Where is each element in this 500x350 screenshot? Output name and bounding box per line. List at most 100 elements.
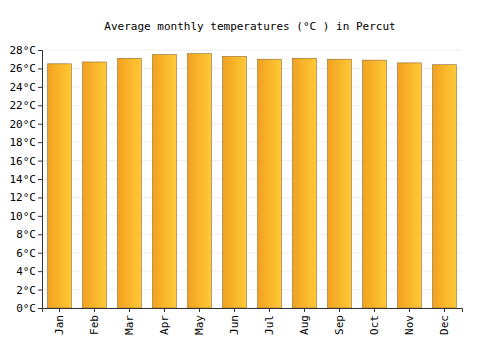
y-tick-label: 0°C: [16, 302, 36, 315]
x-tick-mark: [304, 308, 305, 312]
bar: [433, 65, 457, 308]
y-tick: 2°C: [16, 284, 42, 297]
x-tick-mark: [444, 308, 445, 312]
x-tick-mark: [339, 308, 340, 312]
y-tick-label: 20°C: [10, 118, 37, 131]
y-axis-line: [38, 51, 43, 309]
y-tick-label: 10°C: [10, 210, 37, 223]
y-tick-mark: [38, 271, 42, 272]
x-tick-mark: [129, 308, 130, 312]
y-tick-mark: [38, 197, 42, 198]
bar: [83, 62, 107, 308]
bar: [118, 58, 142, 308]
y-tick-mark: [38, 216, 42, 217]
plot: 0°C 2°C 4°C 6°C 8°C 10°C 12°C 14°C 16°C 18°C 20°C 2…: [10, 44, 463, 335]
y-tick-label: 2°C: [16, 284, 36, 297]
x-tick: Jul: [263, 308, 276, 335]
x-tick: Nov: [403, 308, 416, 335]
bar: [363, 60, 387, 308]
y-tick: 20°C: [10, 118, 43, 131]
bar: [153, 55, 177, 308]
y-tick: 28°C: [10, 44, 43, 57]
x-tick-label: Jul: [263, 315, 276, 335]
x-tick: Dec: [438, 308, 451, 335]
y-tick-mark: [38, 234, 42, 235]
y-tick-mark: [38, 142, 42, 143]
bar: [328, 59, 352, 308]
x-tick-label: Dec: [438, 315, 451, 335]
x-tick-label: Sep: [333, 315, 346, 335]
y-tick: 12°C: [10, 191, 43, 204]
y-tick-label: 26°C: [10, 62, 37, 75]
y-tick-mark: [38, 124, 42, 125]
x-tick-mark: [409, 308, 410, 312]
y-tick-mark: [38, 87, 42, 88]
y-tick-mark: [38, 290, 42, 291]
y-tick-label: 28°C: [10, 44, 37, 57]
y-tick-label: 8°C: [16, 228, 36, 241]
y-tick-mark: [38, 253, 42, 254]
x-tick-label: Oct: [368, 315, 381, 335]
x-tick-mark: [269, 308, 270, 312]
y-tick-label: 18°C: [10, 136, 37, 149]
chart: Average monthly temperatures (°C ) in Pe…: [0, 0, 500, 350]
x-tick-label: Jan: [53, 315, 66, 335]
y-tick: 18°C: [10, 136, 43, 149]
y-tick-label: 6°C: [16, 247, 36, 260]
y-tick: 14°C: [10, 173, 43, 186]
x-tick: Jun: [228, 308, 241, 335]
x-tick-mark: [94, 308, 95, 312]
y-tick: 8°C: [16, 228, 42, 241]
x-tick-label: Feb: [88, 315, 101, 335]
x-tick: Apr: [158, 308, 171, 335]
y-tick: 26°C: [10, 62, 43, 75]
x-axis: Jan Feb Mar Apr May Jun Jul Aug Sep Oct Nov Dec: [43, 308, 463, 335]
x-tick-mark: [199, 308, 200, 312]
bar: [258, 59, 282, 308]
x-tick: Jan: [53, 308, 66, 335]
bar: [223, 56, 247, 308]
y-tick-mark: [38, 161, 42, 162]
y-tick: 10°C: [10, 210, 43, 223]
x-tick: Aug: [298, 308, 311, 335]
bar: [398, 63, 422, 308]
y-tick-mark: [38, 308, 42, 309]
x-tick: Oct: [368, 308, 381, 335]
x-tick-mark: [164, 308, 165, 312]
y-tick-mark: [38, 179, 42, 180]
y-tick: 24°C: [10, 81, 43, 94]
x-tick-label: Jun: [228, 315, 241, 335]
bars: [48, 54, 457, 308]
y-tick-label: 16°C: [10, 155, 37, 168]
x-tick-label: Apr: [158, 315, 171, 335]
y-tick-label: 12°C: [10, 191, 37, 204]
title: Average monthly temperatures (°C ) in Pe…: [104, 20, 395, 33]
x-axis-line: [43, 309, 463, 313]
y-tick-mark: [38, 105, 42, 106]
grid: [42, 50, 462, 308]
y-tick: 4°C: [16, 265, 42, 278]
y-tick-label: 14°C: [10, 173, 37, 186]
y-tick: 22°C: [10, 99, 43, 112]
bar: [293, 58, 317, 308]
y-tick-mark: [38, 50, 42, 51]
x-tick: Sep: [333, 308, 346, 335]
y-tick: 0°C: [16, 302, 42, 315]
x-tick-mark: [59, 308, 60, 312]
y-tick-label: 24°C: [10, 81, 37, 94]
y-tick-mark: [38, 68, 42, 69]
y-tick-label: 22°C: [10, 99, 37, 112]
x-tick-label: Mar: [123, 315, 136, 335]
x-tick-label: Nov: [403, 315, 416, 335]
x-tick-mark: [234, 308, 235, 312]
x-tick-mark: [374, 308, 375, 312]
y-tick: 16°C: [10, 155, 43, 168]
bar: [188, 54, 212, 308]
x-tick-label: Aug: [298, 315, 311, 335]
y-tick: 6°C: [16, 247, 42, 260]
x-tick: Mar: [123, 308, 136, 335]
x-tick-label: May: [193, 315, 206, 335]
x-tick: Feb: [88, 308, 101, 335]
y-axis: 0°C 2°C 4°C 6°C 8°C 10°C 12°C 14°C 16°C 18°C 20°C 2…: [10, 44, 43, 315]
grid-line: [42, 50, 462, 51]
